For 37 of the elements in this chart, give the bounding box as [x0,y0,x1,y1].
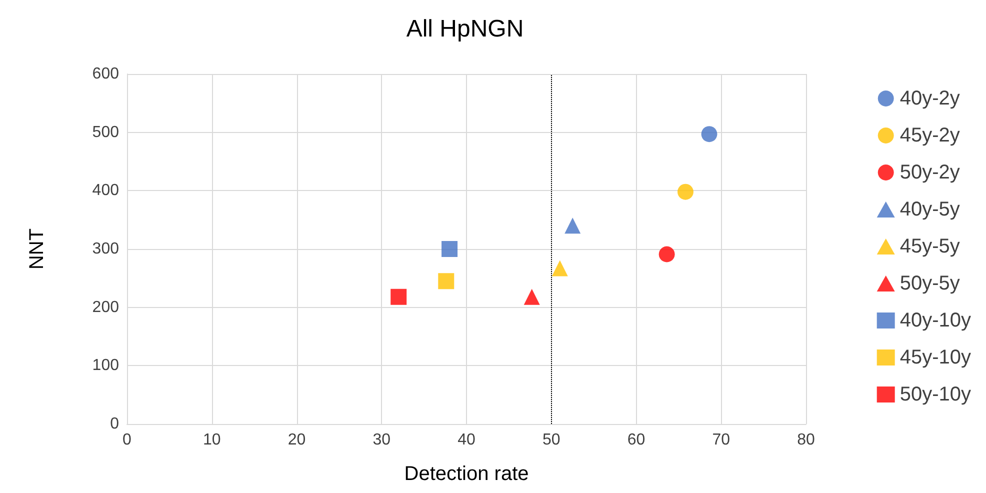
x-tick-label: 60 [627,432,646,448]
point [438,273,454,290]
x-tick-label: 80 [797,432,815,448]
point [564,218,581,234]
x-tick-label: 50 [542,432,560,448]
point [552,260,568,276]
y-tick-label: 300 [92,240,120,258]
chart-title: All HpNGN [406,16,524,42]
legend-label: 45y-5y [900,236,960,258]
legend-label: 50y-2y [900,162,960,184]
legend-label: 40y-5y [900,198,960,220]
y-tick-label: 200 [92,298,120,316]
x-tick-label: 70 [712,432,730,448]
point [701,126,718,142]
legend-label: 40y-2y [900,88,960,110]
legend-label: 40y-10y [900,310,972,332]
x-tick-label: 10 [202,432,221,448]
legend-label: 45y-2y [900,124,960,146]
legend-label: 45y-10y [900,346,972,368]
y-tick-label: 600 [92,66,120,82]
y-tick-label: 0 [110,416,120,432]
y-axis-title: NNT [26,228,48,270]
legend-label: 50y-5y [900,272,960,294]
legend-label: 50y-10y [900,384,972,406]
y-tick-label: 400 [92,182,120,200]
point [677,184,694,200]
point [524,288,540,305]
x-axis-title: Detection rate [404,463,529,485]
point [442,241,458,257]
point [390,288,407,305]
x-tick-label: 0 [122,432,132,448]
y-tick-label: 500 [92,124,120,141]
x-tick-label: 40 [458,432,476,448]
point [658,246,675,262]
x-tick-label: 20 [288,432,306,448]
y-tick-label: 100 [92,357,120,374]
x-tick-label: 30 [372,432,391,448]
